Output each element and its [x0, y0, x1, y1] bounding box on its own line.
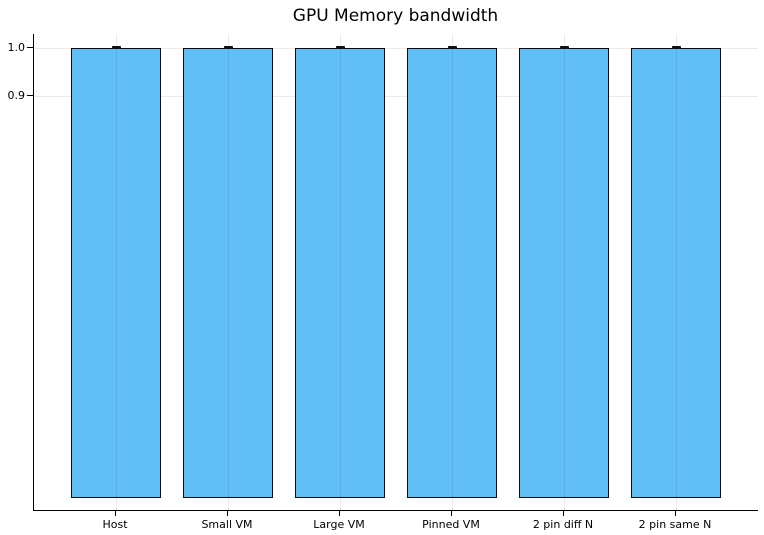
x-tick-mark — [226, 511, 228, 516]
bar — [183, 47, 273, 498]
bar-gridline-overlay — [227, 48, 229, 497]
bar-gridline-overlay — [675, 48, 677, 497]
error-bar — [223, 45, 233, 50]
x-tick-mark — [450, 511, 452, 516]
y-tick-label: 0.9 — [7, 88, 26, 102]
bar — [295, 47, 385, 498]
x-tick-mark — [338, 511, 340, 516]
x-tick-label: 2 pin same N — [638, 518, 712, 531]
bar-gridline-overlay — [451, 48, 453, 497]
plot-area — [33, 34, 758, 511]
x-tick-mark — [674, 511, 676, 516]
error-bar — [447, 45, 457, 50]
bar — [519, 47, 609, 498]
chart-title: GPU Memory bandwidth — [292, 6, 499, 26]
y-gridline — [34, 95, 758, 97]
bar-gridline-overlay — [563, 48, 565, 497]
bar-gridline-overlay — [339, 48, 341, 497]
x-tick-label: 2 pin diff N — [532, 518, 594, 531]
bar — [631, 47, 721, 498]
x-tick-label: Host — [102, 518, 128, 531]
x-tick-mark — [114, 511, 116, 516]
error-bar — [111, 45, 121, 50]
bar — [407, 47, 497, 498]
error-bar — [335, 45, 345, 50]
bar — [71, 47, 161, 498]
x-tick-mark — [562, 511, 564, 516]
error-bar — [671, 45, 681, 50]
x-tick-label: Pinned VM — [422, 518, 480, 531]
x-tick-label: Large VM — [313, 518, 365, 531]
y-tick-label: 1.0 — [7, 40, 26, 54]
x-tick-label: Small VM — [201, 518, 253, 531]
error-bar — [559, 45, 569, 50]
y-tick-mark — [27, 47, 33, 49]
bar-gridline-overlay — [115, 48, 117, 497]
y-tick-mark — [27, 95, 33, 97]
y-gridline — [34, 47, 758, 49]
